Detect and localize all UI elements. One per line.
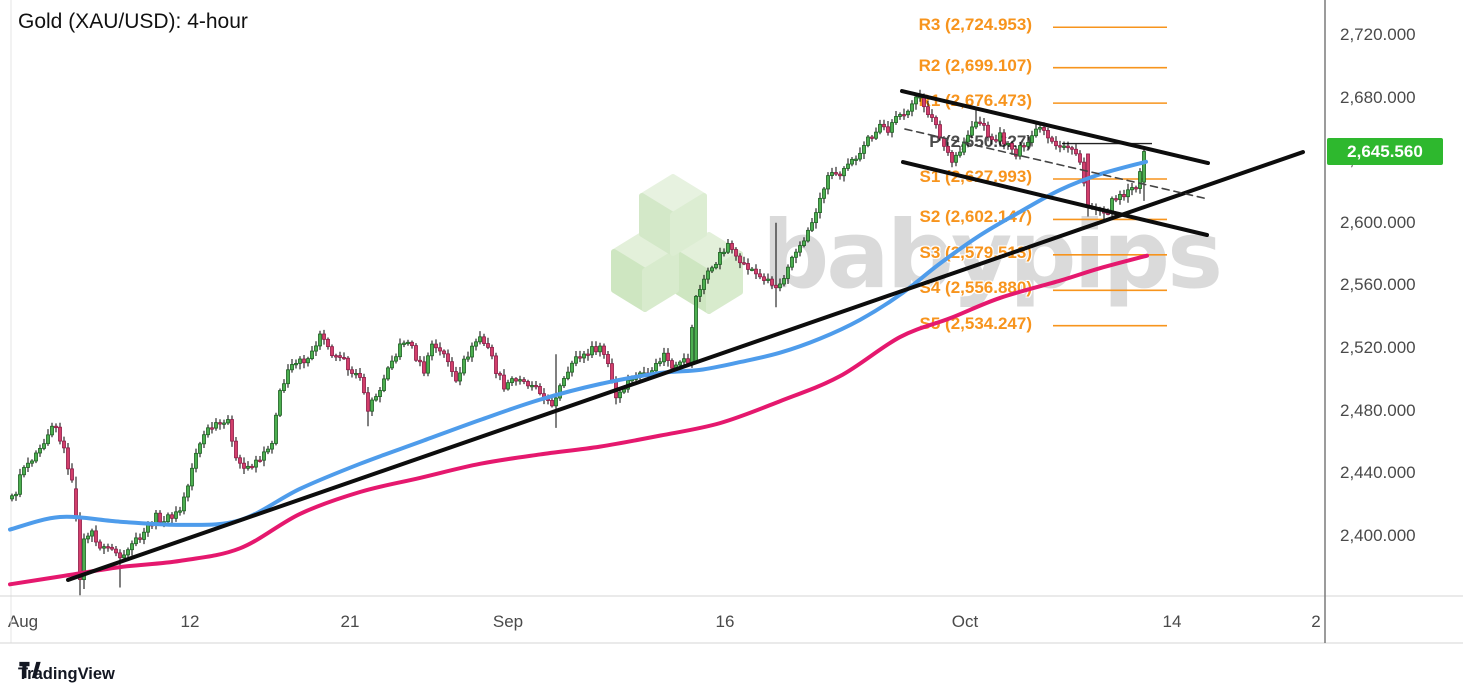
pivot-label-S4: S4 (2,556.880) (919, 278, 1032, 298)
y-tick-2680: 2,680.000 (1340, 87, 1416, 107)
y-tick-2400: 2,400.000 (1340, 525, 1416, 545)
pivot-label-S3: S3 (2,579.513) (919, 242, 1032, 262)
pivot-label-S2: S2 (2,602.147) (919, 207, 1032, 227)
y-tick-2480: 2,480.000 (1340, 400, 1416, 420)
y-tick-2600: 2,600.000 (1340, 212, 1416, 232)
x-tick-Aug: Aug (7, 612, 39, 631)
y-tick-2520: 2,520.000 (1340, 338, 1416, 357)
pivot-label-R2: R2 (2,699.107) (918, 55, 1032, 75)
tradingview-label: TradingView (18, 664, 115, 683)
x-tick-Oct: Oct (951, 612, 979, 631)
x-tick-16: 16 (715, 612, 735, 631)
pivot-label-S5: S5 (2,534.247) (919, 313, 1032, 333)
y-tick-2560: 2,560.000 (1340, 275, 1416, 295)
current-price-badge: 2,645.560 (1327, 138, 1443, 165)
x-tick-21: 21 (340, 612, 360, 631)
x-tick-14: 14 (1162, 612, 1182, 631)
x-tick-Sep: Sep (492, 612, 524, 631)
pivot-label-P: P (2,650.627) (929, 131, 1032, 151)
current-price-value: 2,645.560 (1347, 141, 1423, 161)
tradingview-logo[interactable]: TradingView (18, 660, 115, 688)
chart-title: Gold (XAU/USD): 4-hour (18, 10, 248, 33)
tradingview-icon (19, 661, 41, 679)
pivot-label-R1: R1 (2,676.473) (918, 91, 1032, 111)
pivot-label-R3: R3 (2,724.953) (918, 15, 1032, 35)
y-tick-2440: 2,440.000 (1340, 463, 1416, 483)
pivot-label-S1: S1 (2,627.993) (919, 166, 1032, 186)
x-tick-2: 2 (1311, 612, 1321, 631)
y-tick-2720: 2,720.000 (1340, 25, 1416, 44)
x-tick-12: 12 (180, 612, 200, 631)
babypips-cubes-logo (611, 174, 743, 314)
